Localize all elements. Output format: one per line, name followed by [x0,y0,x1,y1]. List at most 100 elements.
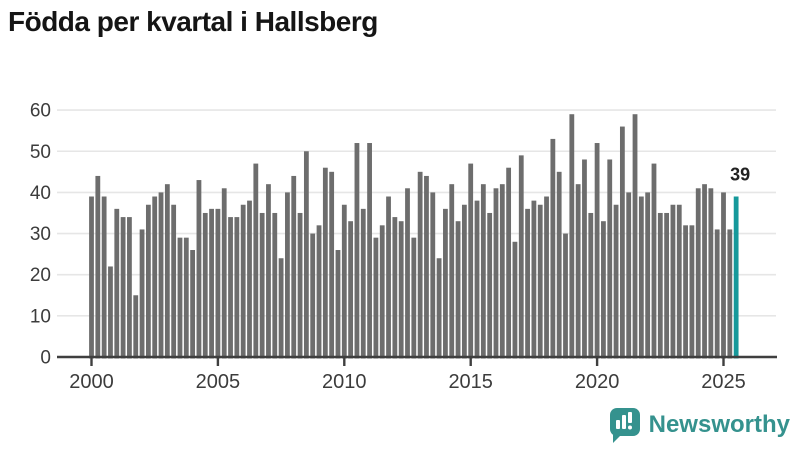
bar-2016-q1[interactable] [493,188,499,359]
bar-2013-q3[interactable] [430,192,436,359]
bar-2011-q3[interactable] [379,225,385,359]
bar-2022-q3[interactable] [657,212,663,359]
bar-2009-q1[interactable] [316,225,322,359]
bar-2001-q1[interactable] [114,208,120,359]
bar-2002-q4[interactable] [158,192,164,359]
bar-2011-q2[interactable] [373,237,379,359]
bar-2023-q2[interactable] [676,204,682,359]
bar-2005-q4[interactable] [234,217,240,359]
bar-2013-q2[interactable] [424,175,429,359]
bar-2000-q1[interactable] [89,196,94,359]
bar-2021-q1[interactable] [619,126,625,359]
bar-2024-q1[interactable] [695,188,701,359]
bar-2024-q4[interactable] [714,229,720,359]
bar-2017-q1[interactable] [518,155,524,359]
bar-2007-q3[interactable] [278,258,284,359]
bar-2006-q4[interactable] [259,212,265,359]
bar-2003-q4[interactable] [183,237,189,359]
bar-2011-q4[interactable] [386,196,391,359]
bar-2016-q4[interactable] [512,241,518,359]
bar-2014-q1[interactable] [443,208,448,359]
bar-2005-q3[interactable] [228,217,233,359]
bar-2025-q3[interactable] [733,196,739,359]
bar-2025-q1[interactable] [721,192,726,359]
bar-2018-q3[interactable] [556,171,562,359]
bar-2019-q2[interactable] [575,184,581,359]
bar-2008-q2[interactable] [297,212,303,359]
bar-2023-q3[interactable] [683,225,688,359]
bar-2000-q2[interactable] [95,175,101,359]
bar-2012-q4[interactable] [411,237,417,359]
bar-2018-q2[interactable] [550,138,556,359]
bar-2014-q2[interactable] [449,184,455,359]
bar-2022-q4[interactable] [664,212,670,359]
newsworthy-logo[interactable]: Newsworthy [609,407,790,443]
bar-2008-q4[interactable] [310,233,316,359]
bar-2014-q4[interactable] [461,204,467,359]
bar-2007-q1[interactable] [266,184,271,359]
bar-2001-q3[interactable] [127,217,132,359]
bar-2010-q3[interactable] [354,143,360,359]
bar-2019-q3[interactable] [582,159,587,359]
bar-2011-q1[interactable] [367,143,372,359]
bar-2017-q4[interactable] [537,204,543,359]
bar-2004-q1[interactable] [190,250,196,359]
bar-2003-q1[interactable] [164,184,170,359]
bar-2007-q4[interactable] [285,192,290,359]
bar-2005-q1[interactable] [215,208,221,359]
bar-2013-q1[interactable] [417,171,423,359]
bar-2004-q2[interactable] [196,180,202,359]
bar-2009-q2[interactable] [322,167,328,359]
bar-2025-q2[interactable] [727,229,733,359]
bar-2023-q4[interactable] [689,225,695,359]
bar-2016-q3[interactable] [506,167,512,359]
bar-2024-q2[interactable] [702,184,707,359]
bar-2010-q4[interactable] [360,208,366,359]
bar-2002-q3[interactable] [152,196,158,359]
bar-2007-q2[interactable] [272,212,278,359]
bar-2017-q2[interactable] [525,208,530,359]
bar-2004-q3[interactable] [202,212,208,359]
bar-2014-q3[interactable] [455,221,461,359]
bar-2012-q2[interactable] [398,221,404,359]
bar-2012-q3[interactable] [405,188,410,359]
bar-2017-q3[interactable] [531,200,537,359]
bar-2002-q1[interactable] [139,229,145,359]
bar-2010-q1[interactable] [341,204,347,359]
bar-2006-q2[interactable] [247,200,252,359]
bar-2015-q1[interactable] [468,163,474,359]
bar-2015-q3[interactable] [480,184,486,359]
bar-2022-q2[interactable] [651,163,657,359]
bar-2002-q2[interactable] [145,204,151,359]
bar-2010-q2[interactable] [348,221,354,359]
bar-2020-q1[interactable] [594,143,600,359]
bar-2012-q1[interactable] [392,217,398,359]
bar-2019-q1[interactable] [569,114,575,359]
bar-2020-q3[interactable] [607,159,613,359]
bar-2004-q4[interactable] [209,208,214,359]
bar-2018-q1[interactable] [544,196,549,359]
bar-2022-q1[interactable] [645,192,651,359]
bar-2020-q2[interactable] [601,221,606,359]
bar-2021-q2[interactable] [626,192,632,359]
bar-2015-q4[interactable] [487,212,493,359]
bar-2001-q2[interactable] [120,217,126,359]
bar-2013-q4[interactable] [436,258,442,359]
bar-2023-q1[interactable] [670,204,676,359]
bar-2003-q2[interactable] [171,204,177,359]
bar-2009-q3[interactable] [329,171,335,359]
bar-2019-q4[interactable] [588,212,594,359]
bar-2009-q4[interactable] [335,250,341,359]
bar-2006-q3[interactable] [253,163,259,359]
bar-2015-q2[interactable] [474,200,480,359]
bar-2020-q4[interactable] [613,204,619,359]
bar-2000-q3[interactable] [101,196,107,359]
bar-2000-q4[interactable] [108,266,113,359]
bar-2018-q4[interactable] [563,233,568,359]
bar-2021-q3[interactable] [632,114,638,359]
bar-2006-q1[interactable] [240,204,246,359]
bar-2024-q3[interactable] [708,188,714,359]
bar-2008-q3[interactable] [303,151,309,359]
bar-2003-q3[interactable] [177,237,183,359]
bar-2001-q4[interactable] [133,295,139,359]
